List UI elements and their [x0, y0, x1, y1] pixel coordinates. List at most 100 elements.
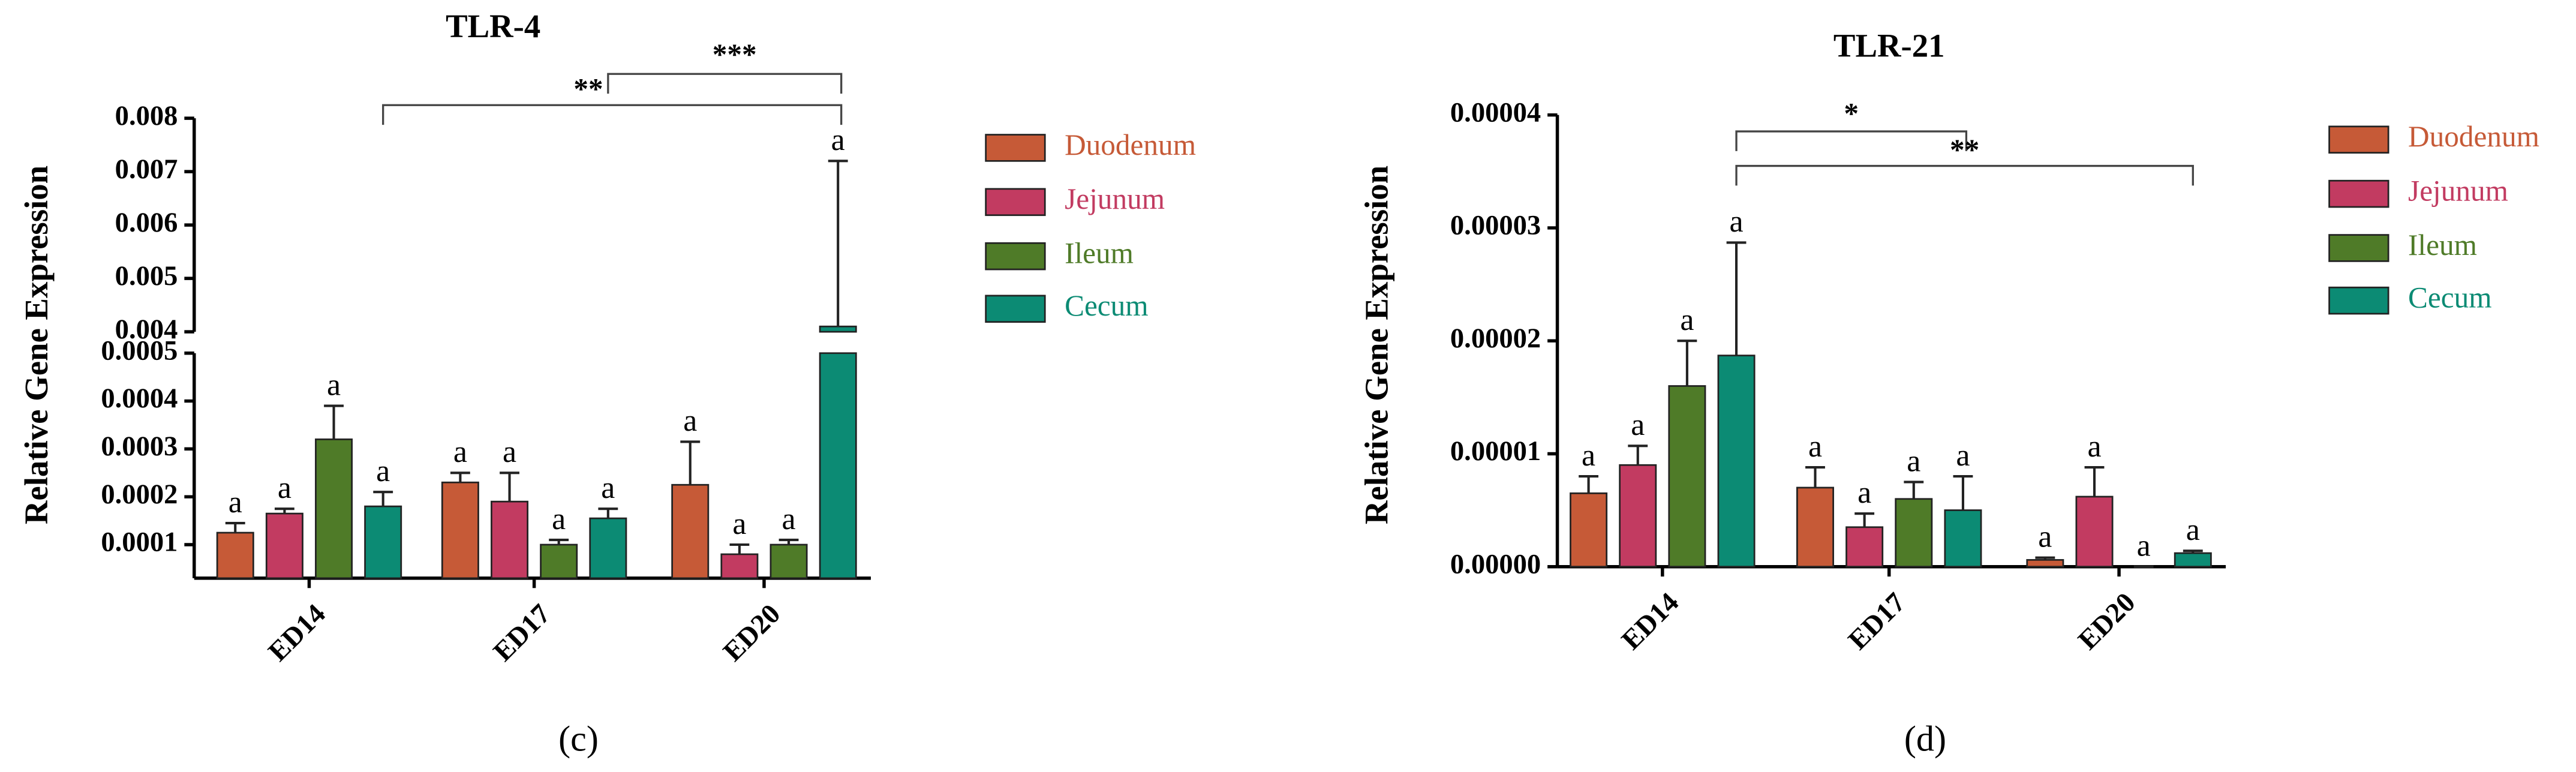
- bar: [265, 512, 303, 579]
- y-tick-label: 0.0005: [101, 335, 178, 366]
- significance-bracket: [382, 104, 843, 125]
- legend-label: Cecum: [2408, 281, 2492, 314]
- significance-letter: a: [376, 454, 390, 488]
- significance-letter: a: [453, 435, 467, 469]
- y-tick-label: 0.0001: [101, 527, 178, 558]
- bar: [491, 500, 529, 579]
- significance-letter: a: [732, 507, 746, 541]
- y-axis-title: Relative Gene Expression: [18, 166, 55, 524]
- significance-bracket: [1735, 164, 2194, 186]
- legend-label: Jejunum: [1065, 182, 1165, 215]
- legend-label: Ileum: [1065, 236, 1134, 269]
- bar: [540, 543, 578, 579]
- bar: [2174, 552, 2212, 568]
- significance-bracket: [607, 73, 843, 94]
- y-tick-label: 0.0003: [101, 431, 178, 462]
- significance-letter: a: [1730, 205, 1744, 239]
- significance-letter: a: [1857, 476, 1871, 510]
- x-tick-label: ED17: [1842, 587, 1911, 656]
- y-tick-label: 0.006: [115, 208, 178, 238]
- significance-letter: a: [1956, 438, 1970, 473]
- bar: [1944, 509, 1982, 568]
- y-tick-label: 0.00000: [1450, 549, 1541, 579]
- significance-letter: a: [552, 502, 566, 536]
- y-axis-title: Relative Gene Expression: [1358, 166, 1394, 524]
- bar: [1895, 498, 1933, 568]
- bar: [1796, 486, 1834, 568]
- significance-letter: a: [831, 123, 845, 157]
- significance-letter: a: [278, 471, 291, 505]
- y-tick-label: 0.0002: [101, 479, 178, 510]
- legend-swatch: [985, 295, 1046, 323]
- x-tick-label: ED20: [718, 599, 787, 668]
- significance-letter: a: [1808, 429, 1822, 464]
- significance-letter: a: [2137, 529, 2151, 563]
- significance-bracket: [1735, 130, 1968, 151]
- bar: [364, 505, 402, 579]
- y-tick-label: 0.00001: [1450, 436, 1541, 467]
- legend-swatch: [2328, 179, 2389, 208]
- bar: [1668, 385, 1706, 568]
- significance-letter: a: [683, 404, 697, 438]
- bar: [2075, 495, 2114, 568]
- legend-label: Jejunum: [2408, 174, 2508, 207]
- legend-swatch: [985, 188, 1046, 217]
- bar: [441, 481, 479, 579]
- bar: [671, 483, 710, 579]
- significance-label: *: [1844, 97, 1859, 130]
- significance-letter: a: [601, 471, 615, 505]
- legend-label: Ileum: [2408, 229, 2477, 262]
- legend-swatch: [2328, 286, 2389, 315]
- significance-letter: a: [2038, 519, 2052, 554]
- y-tick-label: 0.004: [115, 314, 178, 345]
- y-tick-label: 0.0004: [101, 383, 178, 414]
- bar: [819, 352, 857, 579]
- x-tick-label: ED17: [488, 599, 557, 668]
- x-tick-label: ED14: [1616, 587, 1685, 656]
- x-tick-label: ED14: [263, 599, 332, 668]
- y-tick-label: 0.008: [115, 101, 178, 131]
- bar: [589, 517, 627, 579]
- caption: (d): [1904, 719, 1946, 759]
- significance-letter: a: [327, 368, 341, 402]
- y-tick-label: 0.00004: [1450, 97, 1541, 128]
- legend-swatch: [985, 134, 1046, 162]
- significance-label: **: [1950, 133, 1979, 166]
- significance-letter: a: [2186, 513, 2200, 547]
- significance-letter: a: [229, 485, 242, 519]
- legend-label: Duodenum: [1065, 128, 1196, 161]
- x-tick-label: ED20: [2073, 587, 2142, 656]
- caption: (c): [558, 719, 599, 759]
- significance-label: ***: [713, 38, 757, 71]
- bar: [770, 543, 808, 579]
- y-tick-label: 0.00002: [1450, 323, 1541, 354]
- significance-letter: a: [782, 502, 796, 536]
- bar: [216, 531, 254, 579]
- significance-letter: a: [503, 435, 516, 469]
- bar: [1619, 464, 1657, 568]
- significance-letter: a: [1582, 438, 1595, 473]
- significance-label: **: [573, 73, 603, 106]
- bar: [2026, 559, 2064, 568]
- chart-title: TLR-21: [1833, 28, 1945, 64]
- bar: [720, 553, 759, 579]
- bar: [1570, 492, 1608, 568]
- legend-swatch: [2328, 125, 2389, 154]
- bar: [1845, 526, 1884, 568]
- y-tick-label: 0.007: [115, 154, 178, 185]
- legend-label: Duodenum: [2408, 120, 2539, 153]
- significance-letter: a: [1631, 408, 1645, 442]
- significance-letter: a: [1907, 444, 1920, 478]
- legend-label: Cecum: [1065, 289, 1149, 322]
- legend-swatch: [2328, 234, 2389, 262]
- significance-letter: a: [2087, 429, 2101, 464]
- bar: [819, 325, 857, 333]
- y-tick-label: 0.005: [115, 261, 178, 292]
- bar: [315, 438, 353, 579]
- y-tick-label: 0.00003: [1450, 211, 1541, 241]
- legend-swatch: [985, 242, 1046, 271]
- bar: [1717, 355, 1756, 568]
- significance-letter: a: [1680, 303, 1694, 337]
- chart-title: TLR-4: [446, 8, 540, 44]
